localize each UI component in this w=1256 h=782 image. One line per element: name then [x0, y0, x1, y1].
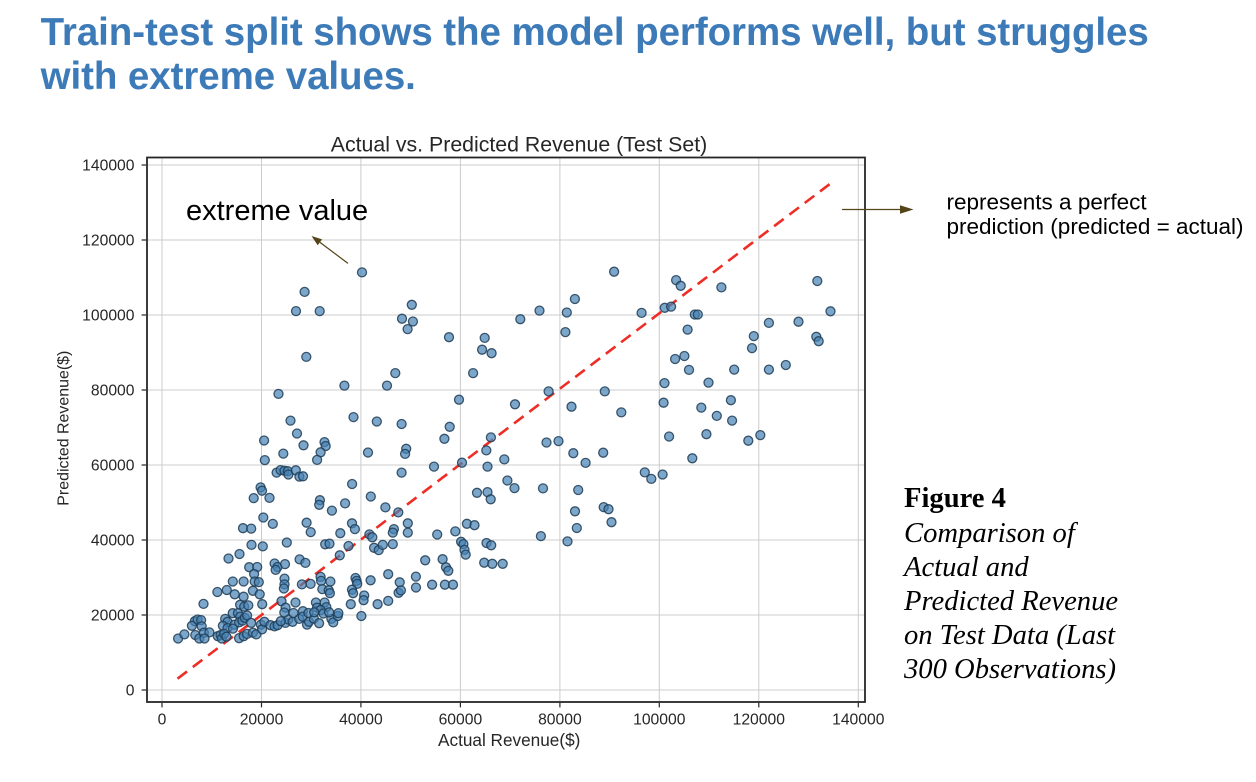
svg-text:20000: 20000 [240, 712, 284, 729]
svg-text:140000: 140000 [832, 712, 885, 729]
svg-text:Actual vs. Predicted Revenue (: Actual vs. Predicted Revenue (Test Set) [331, 133, 707, 157]
svg-text:extreme value: extreme value [186, 195, 368, 227]
svg-text:0: 0 [158, 712, 167, 729]
svg-text:40000: 40000 [91, 533, 135, 550]
svg-text:80000: 80000 [91, 383, 135, 400]
svg-text:120000: 120000 [733, 712, 786, 729]
svg-text:Actual Revenue($): Actual Revenue($) [438, 730, 580, 750]
svg-text:40000: 40000 [339, 712, 383, 729]
svg-text:120000: 120000 [82, 233, 135, 250]
svg-text:60000: 60000 [91, 458, 135, 475]
svg-text:0: 0 [126, 683, 135, 700]
svg-text:20000: 20000 [91, 608, 135, 625]
svg-text:60000: 60000 [439, 712, 483, 729]
svg-text:Predicted Revenue($): Predicted Revenue($) [56, 351, 73, 506]
svg-text:140000: 140000 [82, 158, 135, 175]
svg-text:prediction (predicted = actual: prediction (predicted = actual) [947, 214, 1244, 239]
svg-text:represents a perfect: represents a perfect [947, 190, 1148, 215]
svg-text:100000: 100000 [82, 308, 135, 325]
svg-text:80000: 80000 [538, 712, 582, 729]
svg-text:100000: 100000 [633, 712, 686, 729]
